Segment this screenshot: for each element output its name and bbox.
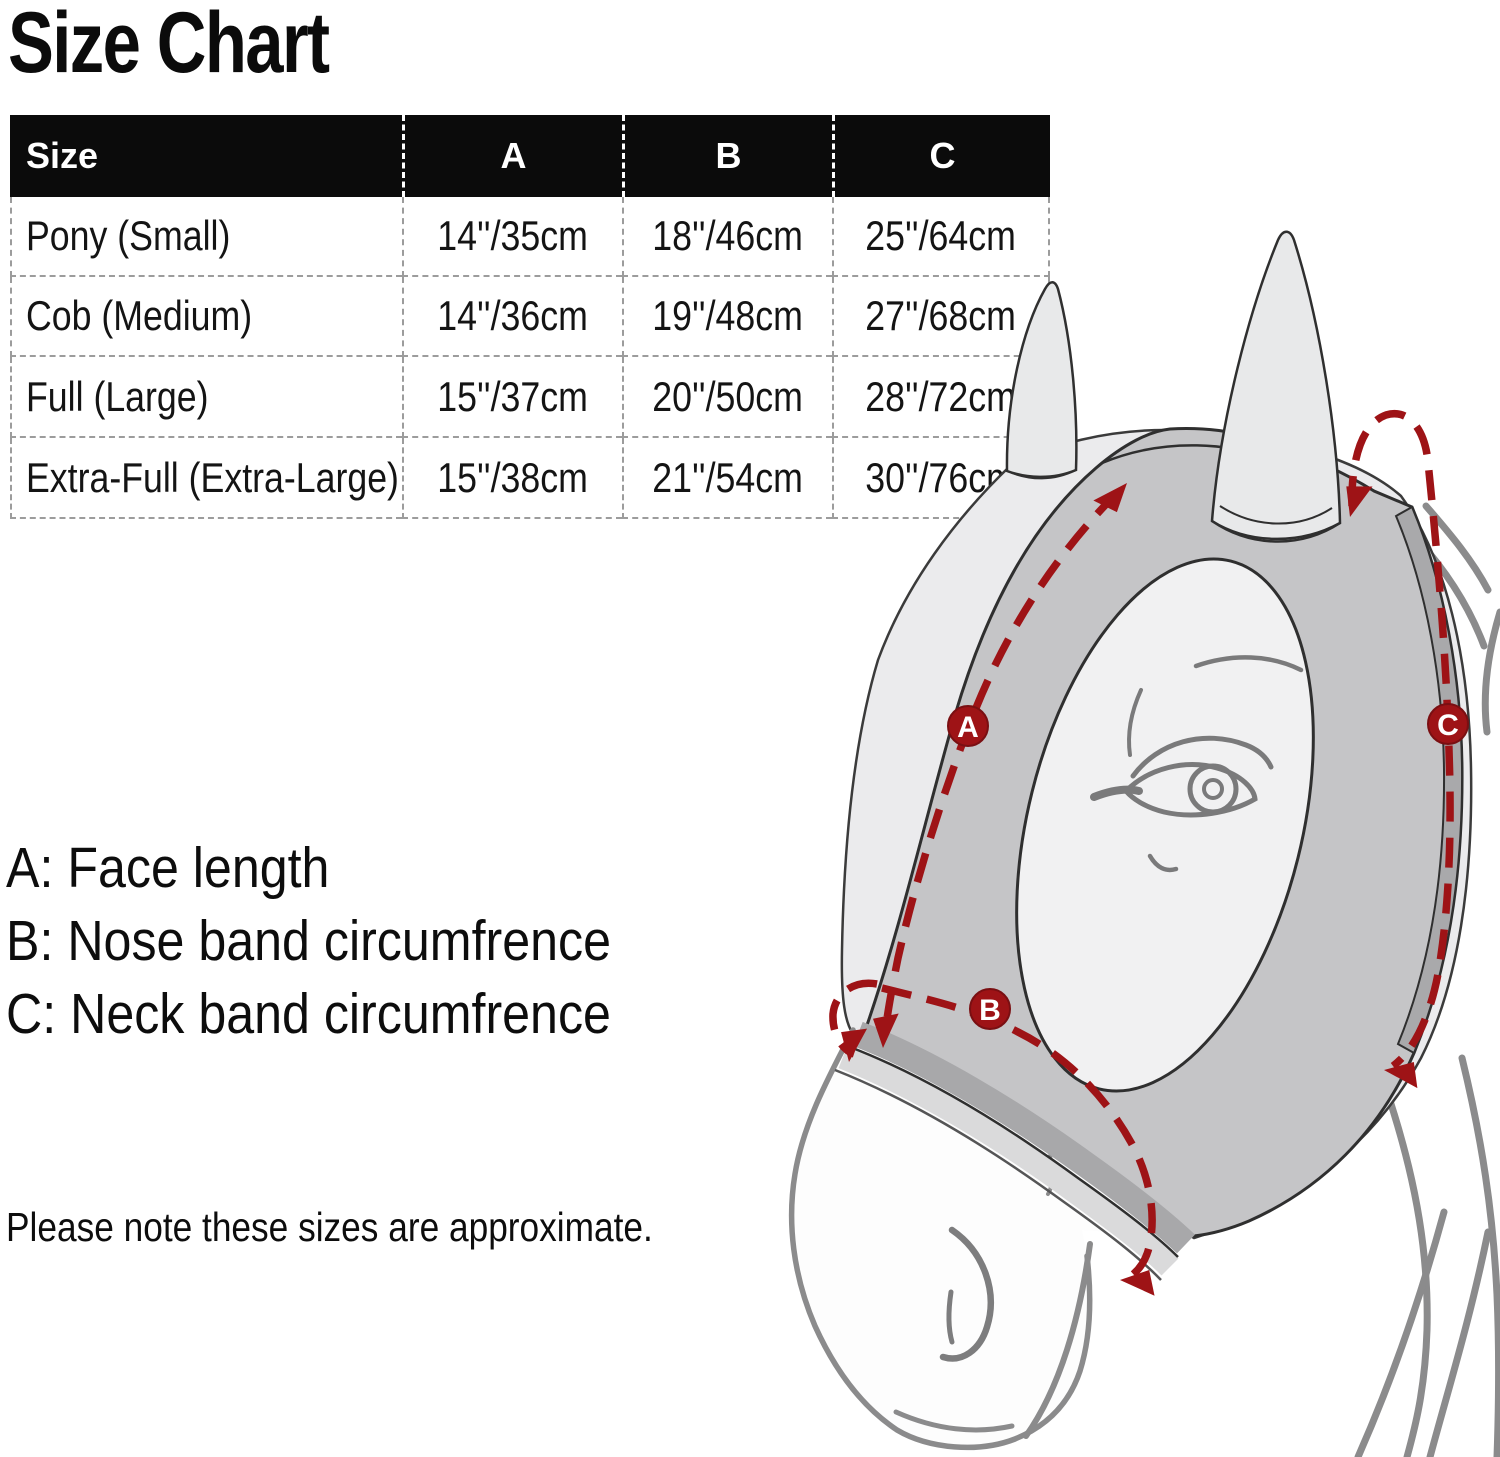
cell-a-text: 14''/36cm (437, 292, 589, 339)
row-label: Pony (Small) (10, 197, 402, 277)
measure-line-c (1348, 410, 1454, 1070)
jaw-line (1023, 1241, 1093, 1439)
table-header-b: B (622, 115, 832, 197)
cell-b: 20''/50cm (622, 357, 832, 438)
measurement-legend: A: Face length B: Nose band circumfrence… (6, 832, 611, 1051)
cell-a-text: 15''/38cm (437, 453, 589, 501)
mouth-line (893, 1409, 1015, 1433)
arrowheads (841, 483, 1418, 1296)
table-header-size: Size (10, 115, 402, 197)
marker-badges: A B C (947, 703, 1469, 1030)
arrowhead-b-end (1120, 1269, 1155, 1296)
row-label: Full (Large) (10, 357, 402, 438)
cell-a: 14''/36cm (402, 277, 622, 357)
arrowhead-c-top (1346, 486, 1373, 517)
table-header-a: A (402, 115, 622, 197)
eye-hole (1015, 557, 1315, 1093)
size-table: Size A B C Pony (Small) 14''/35cm 18''/4… (10, 115, 1050, 519)
legend-item-b: B: Nose band circumfrence (6, 909, 611, 973)
nostril-inner (946, 1289, 955, 1345)
marker-b-label: B (979, 994, 1001, 1027)
cell-b: 19''/48cm (622, 277, 832, 357)
mask-back-trim (1394, 505, 1464, 1055)
row-label: Extra-Full (Extra-Large) (10, 438, 402, 519)
cell-c: 25''/64cm (832, 197, 1050, 277)
cell-c-text: 25''/64cm (865, 212, 1017, 259)
horse-eye (1090, 655, 1304, 873)
ear-left (1005, 281, 1078, 480)
cell-a-text: 14''/35cm (437, 212, 589, 259)
legend-item-a: A: Face length (6, 836, 330, 900)
ear-right (1210, 230, 1342, 543)
nostril (939, 1226, 994, 1362)
marker-b-badge (969, 988, 1011, 1030)
page-title: Size Chart (8, 0, 330, 91)
cell-a: 14''/35cm (402, 197, 622, 277)
row-label: Cob (Medium) (10, 277, 402, 357)
row-label-text: Full (Large) (26, 372, 209, 420)
legend-item-c: C: Neck band circumfrence (6, 982, 611, 1046)
marker-c-label: C (1437, 709, 1459, 742)
arrowhead-a-top (1093, 483, 1127, 513)
measure-loop-b (829, 979, 878, 1058)
cell-a: 15''/37cm (402, 357, 622, 438)
approximate-note: Please note these sizes are approximate. (6, 1204, 653, 1250)
row-label-text: Cob (Medium) (26, 292, 253, 339)
marker-a-badge (947, 705, 989, 747)
cell-b-text: 19''/48cm (652, 292, 804, 339)
cell-b-text: 18''/46cm (652, 212, 804, 259)
cell-a: 15''/38cm (402, 438, 622, 519)
cell-b: 21''/54cm (622, 438, 832, 519)
table-header-c: C (832, 115, 1050, 197)
row-label-text: Extra-Full (Extra-Large) (26, 453, 399, 501)
cell-c: 27''/68cm (832, 277, 1050, 357)
arrowhead-a-bottom (872, 1013, 899, 1048)
arrowhead-b-loop (841, 1028, 868, 1062)
row-label-text: Pony (Small) (26, 212, 231, 259)
arrowhead-c-end (1384, 1062, 1418, 1089)
marker-c-badge (1427, 703, 1469, 745)
cell-c-text: 28''/72cm (865, 372, 1017, 420)
cell-a-text: 15''/37cm (437, 372, 589, 420)
measure-line-a (881, 489, 1121, 1035)
cell-c-text: 27''/68cm (865, 292, 1017, 339)
cell-b-text: 21''/54cm (652, 453, 804, 501)
cell-b: 18''/46cm (622, 197, 832, 277)
cell-b-text: 20''/50cm (652, 372, 804, 420)
marker-a-label: A (957, 711, 979, 744)
